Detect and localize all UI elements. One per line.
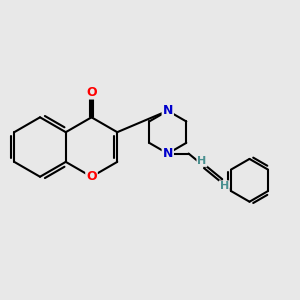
Text: H: H xyxy=(197,156,207,166)
Text: N: N xyxy=(163,147,173,160)
Text: O: O xyxy=(86,170,97,183)
Text: O: O xyxy=(86,85,97,98)
Text: H: H xyxy=(220,181,229,191)
Text: N: N xyxy=(163,104,173,117)
